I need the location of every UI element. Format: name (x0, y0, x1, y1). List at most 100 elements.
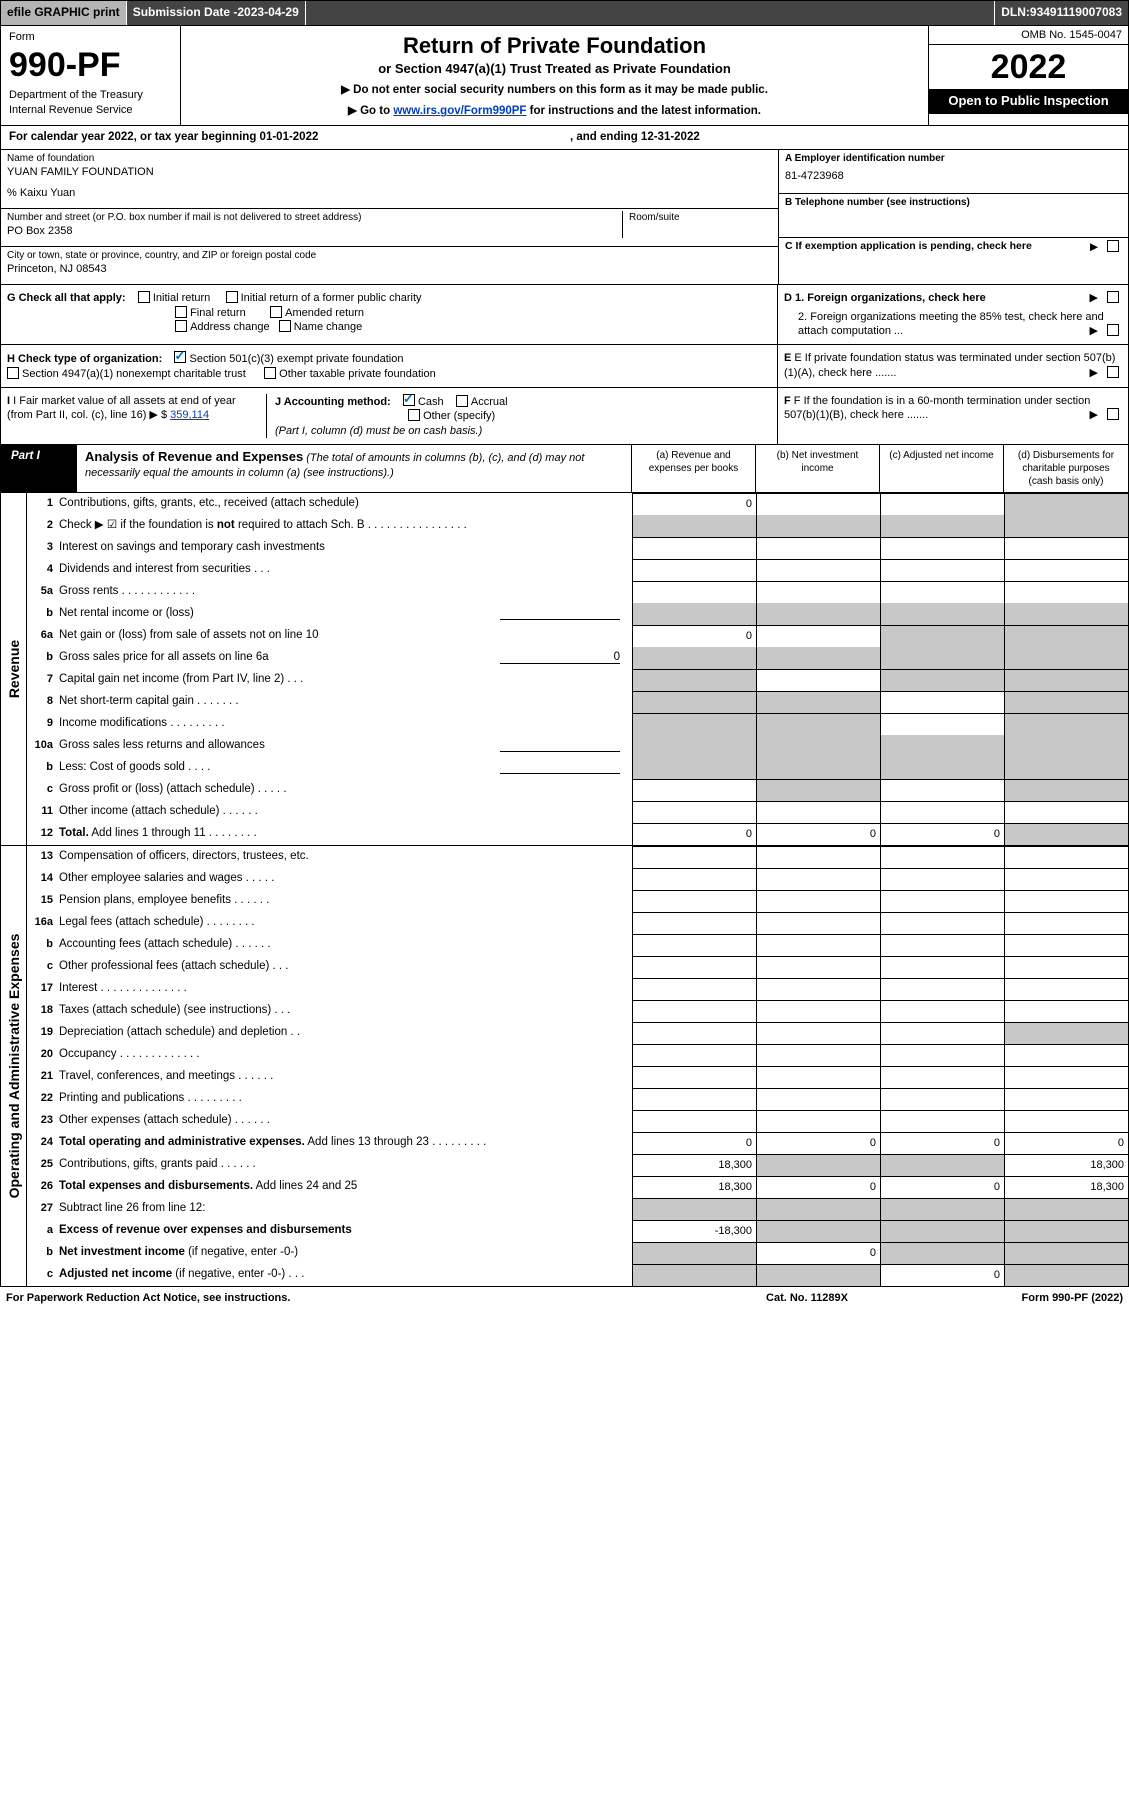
line-number: 18 (27, 1000, 59, 1022)
data-cell (880, 625, 1004, 647)
col-header-c: (c) Adjusted net income (880, 445, 1004, 492)
dept-line-2: Internal Revenue Service (9, 103, 172, 117)
topbar-spacer (306, 1, 995, 25)
table-row: 7Capital gain net income (from Part IV, … (27, 669, 1128, 691)
data-cell (1004, 1044, 1128, 1066)
checkbox-foreign-85[interactable] (1107, 324, 1119, 336)
data-cell (756, 757, 880, 779)
data-cell (880, 1110, 1004, 1132)
data-cell: 0 (756, 1242, 880, 1264)
table-row: 25Contributions, gifts, grants paid . . … (27, 1154, 1128, 1176)
table-row: 11Other income (attach schedule) . . . .… (27, 801, 1128, 823)
form-instr-1: ▶ Do not enter social security numbers o… (191, 83, 918, 98)
line-desc: Total. Add lines 1 through 11 . . . . . … (59, 823, 632, 845)
data-cell (632, 956, 756, 978)
data-cell (756, 559, 880, 581)
data-cell (880, 779, 1004, 801)
part-1: Part I Analysis of Revenue and Expenses … (0, 445, 1129, 1287)
data-cell (756, 912, 880, 934)
line-desc: Travel, conferences, and meetings . . . … (59, 1066, 632, 1088)
data-cell (632, 1088, 756, 1110)
table-row: 20Occupancy . . . . . . . . . . . . . (27, 1044, 1128, 1066)
data-cell (1004, 1088, 1128, 1110)
submission-date: Submission Date - 2023-04-29 (127, 1, 306, 25)
calendar-year-row: For calendar year 2022, or tax year begi… (0, 126, 1129, 150)
line-desc: Total operating and administrative expen… (59, 1132, 632, 1154)
table-row: bAccounting fees (attach schedule) . . .… (27, 934, 1128, 956)
checkbox-4947[interactable] (7, 367, 19, 379)
checkbox-accrual[interactable] (456, 395, 468, 407)
data-cell (880, 1088, 1004, 1110)
checkbox-foreign-org[interactable] (1107, 291, 1119, 303)
data-cell (632, 846, 756, 868)
data-cell (880, 669, 1004, 691)
table-row: 9Income modifications . . . . . . . . . (27, 713, 1128, 735)
checkbox-60month[interactable] (1107, 408, 1119, 420)
data-cell (632, 934, 756, 956)
data-cell (756, 537, 880, 559)
checkbox-initial-return[interactable] (138, 291, 150, 303)
checkbox-address-change[interactable] (175, 320, 187, 332)
data-cell (632, 537, 756, 559)
data-cell (1004, 1066, 1128, 1088)
line-number: 2 (27, 515, 59, 537)
checkbox-other-specify[interactable] (408, 409, 420, 421)
data-cell (880, 493, 1004, 515)
data-cell (880, 581, 1004, 603)
data-cell (880, 978, 1004, 1000)
data-cell (880, 912, 1004, 934)
data-cell (756, 1044, 880, 1066)
instructions-link[interactable]: www.irs.gov/Form990PF (393, 105, 526, 117)
table-row: 2Check ▶ ☑ if the foundation is not requ… (27, 515, 1128, 537)
checkbox-other-taxable[interactable] (264, 367, 276, 379)
data-cell (1004, 581, 1128, 603)
data-cell (1004, 890, 1128, 912)
data-cell (756, 956, 880, 978)
data-cell (756, 581, 880, 603)
table-row: 6aNet gain or (loss) from sale of assets… (27, 625, 1128, 647)
check-row-i: I I Fair market value of all assets at e… (0, 388, 1129, 445)
data-cell (1004, 779, 1128, 801)
data-cell: 18,300 (632, 1154, 756, 1176)
data-cell (880, 691, 1004, 713)
data-cell (1004, 537, 1128, 559)
checkbox-name-change[interactable] (279, 320, 291, 332)
city-block: City or town, state or province, country… (1, 247, 778, 284)
data-cell (632, 779, 756, 801)
data-cell (756, 1220, 880, 1242)
checkbox-terminated[interactable] (1107, 366, 1119, 378)
data-cell (756, 846, 880, 868)
table-row: 15Pension plans, employee benefits . . .… (27, 890, 1128, 912)
line-desc: Less: Cost of goods sold . . . . (59, 757, 632, 779)
data-cell (756, 1066, 880, 1088)
table-row: bLess: Cost of goods sold . . . . (27, 757, 1128, 779)
line-desc: Contributions, gifts, grants, etc., rece… (59, 493, 632, 515)
line-desc: Net investment income (if negative, ente… (59, 1242, 632, 1264)
data-cell: 0 (632, 493, 756, 515)
data-cell (632, 1242, 756, 1264)
data-cell: 0 (880, 1176, 1004, 1198)
data-cell (756, 801, 880, 823)
checkbox-cash[interactable] (403, 394, 415, 406)
line-number: 12 (27, 823, 59, 845)
checkbox-final-return[interactable] (175, 306, 187, 318)
checkbox-initial-former[interactable] (226, 291, 238, 303)
open-to-public: Open to Public Inspection (929, 89, 1128, 114)
line-desc: Interest on savings and temporary cash i… (59, 537, 632, 559)
dept-line-1: Department of the Treasury (9, 88, 172, 102)
line-desc: Legal fees (attach schedule) . . . . . .… (59, 912, 632, 934)
line-number: 27 (27, 1198, 59, 1220)
checkbox-amended[interactable] (270, 306, 282, 318)
line-desc: Total expenses and disbursements. Add li… (59, 1176, 632, 1198)
line-number: 4 (27, 559, 59, 581)
telephone-block: B Telephone number (see instructions) (779, 194, 1128, 238)
data-cell (880, 1044, 1004, 1066)
table-row: 10aGross sales less returns and allowanc… (27, 735, 1128, 757)
address-block: Number and street (or P.O. box number if… (1, 209, 778, 247)
data-cell (632, 581, 756, 603)
checkbox-501c3[interactable] (174, 351, 186, 363)
data-cell: 0 (632, 1132, 756, 1154)
part-1-title: Analysis of Revenue and Expenses (The to… (77, 445, 632, 492)
data-cell (1004, 757, 1128, 779)
line-number: b (27, 934, 59, 956)
